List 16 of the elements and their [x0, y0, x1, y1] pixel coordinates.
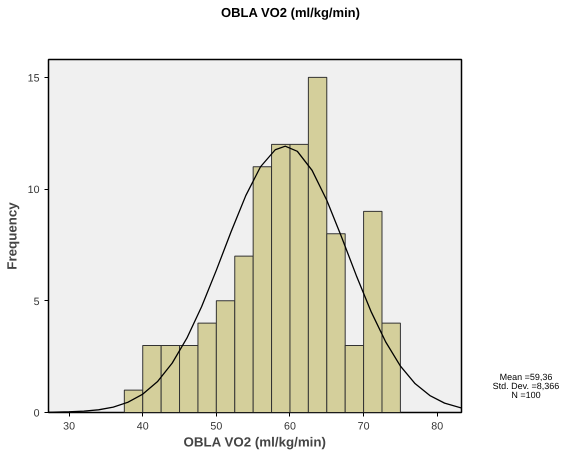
y-tick-label: 0: [34, 408, 40, 420]
y-tick-label: 5: [34, 296, 40, 308]
y-tick-label: 15: [28, 72, 40, 84]
x-tick-label: 80: [431, 420, 444, 432]
x-tick-label: 40: [136, 420, 149, 432]
chart-title: OBLA VO2 (ml/kg/min): [220, 4, 361, 22]
x-tick-label: 50: [210, 420, 222, 432]
x-axis-title: OBLA VO2 (ml/kg/min): [184, 434, 326, 450]
text: N =100: [510, 390, 541, 400]
x-tick-label: 70: [358, 420, 370, 432]
x-tick-label: 30: [63, 420, 76, 432]
text: Std. Dev. =8,366: [492, 381, 560, 391]
text: Mean =59,36: [498, 372, 554, 382]
y-tick-label: 10: [28, 184, 40, 196]
y-axis-title: Frequency: [4, 202, 20, 270]
x-tick-label: 60: [284, 420, 296, 432]
